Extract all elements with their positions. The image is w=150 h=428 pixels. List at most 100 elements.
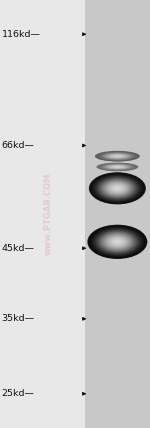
Ellipse shape xyxy=(113,166,122,168)
Ellipse shape xyxy=(108,236,127,247)
Ellipse shape xyxy=(93,175,142,202)
Ellipse shape xyxy=(115,187,120,190)
Ellipse shape xyxy=(94,175,141,202)
Ellipse shape xyxy=(115,187,120,190)
Ellipse shape xyxy=(116,241,119,243)
Ellipse shape xyxy=(112,185,123,192)
Text: 45kd—: 45kd— xyxy=(2,244,34,253)
Ellipse shape xyxy=(91,227,144,257)
Ellipse shape xyxy=(89,172,146,205)
Ellipse shape xyxy=(108,154,126,158)
Ellipse shape xyxy=(95,176,140,201)
Ellipse shape xyxy=(90,172,145,204)
Ellipse shape xyxy=(93,228,141,256)
Ellipse shape xyxy=(103,180,132,196)
Ellipse shape xyxy=(105,235,129,249)
Ellipse shape xyxy=(100,179,135,198)
Ellipse shape xyxy=(109,165,126,169)
Ellipse shape xyxy=(90,173,144,204)
Ellipse shape xyxy=(102,164,133,170)
Ellipse shape xyxy=(110,155,125,158)
Ellipse shape xyxy=(107,236,128,248)
Ellipse shape xyxy=(92,174,143,203)
Ellipse shape xyxy=(114,186,121,190)
Text: www.PTGAB.COM: www.PTGAB.COM xyxy=(44,173,52,255)
Ellipse shape xyxy=(95,229,140,255)
Ellipse shape xyxy=(113,239,122,244)
Ellipse shape xyxy=(89,226,146,258)
Ellipse shape xyxy=(103,234,132,250)
Ellipse shape xyxy=(100,178,135,198)
Ellipse shape xyxy=(111,185,124,192)
Ellipse shape xyxy=(107,154,128,159)
Ellipse shape xyxy=(96,230,138,254)
Ellipse shape xyxy=(104,181,131,196)
Ellipse shape xyxy=(110,166,124,168)
Ellipse shape xyxy=(102,233,132,250)
Ellipse shape xyxy=(98,152,137,161)
Ellipse shape xyxy=(111,238,124,246)
Ellipse shape xyxy=(98,163,137,171)
Ellipse shape xyxy=(114,240,120,244)
Ellipse shape xyxy=(108,183,127,193)
Ellipse shape xyxy=(91,173,144,203)
Ellipse shape xyxy=(99,231,136,253)
Ellipse shape xyxy=(101,163,134,170)
Ellipse shape xyxy=(97,177,138,200)
Ellipse shape xyxy=(99,178,136,199)
Ellipse shape xyxy=(108,165,127,169)
Ellipse shape xyxy=(98,177,137,199)
Text: 116kd—: 116kd— xyxy=(2,30,40,39)
Ellipse shape xyxy=(106,165,129,169)
Ellipse shape xyxy=(98,178,137,199)
Ellipse shape xyxy=(92,227,143,256)
Ellipse shape xyxy=(105,181,130,196)
Ellipse shape xyxy=(87,225,147,259)
Ellipse shape xyxy=(115,241,120,243)
Ellipse shape xyxy=(96,176,139,200)
Ellipse shape xyxy=(110,238,125,246)
Ellipse shape xyxy=(101,179,134,198)
Ellipse shape xyxy=(98,231,137,253)
Ellipse shape xyxy=(102,233,133,251)
Ellipse shape xyxy=(95,151,140,162)
Ellipse shape xyxy=(107,183,127,194)
Ellipse shape xyxy=(108,237,126,247)
Ellipse shape xyxy=(88,225,147,259)
Ellipse shape xyxy=(113,186,122,191)
Ellipse shape xyxy=(116,187,119,189)
Ellipse shape xyxy=(112,166,123,168)
Ellipse shape xyxy=(105,164,130,169)
Ellipse shape xyxy=(102,153,132,160)
Ellipse shape xyxy=(117,241,118,242)
Ellipse shape xyxy=(96,163,138,171)
Ellipse shape xyxy=(99,232,135,252)
Text: 25kd—: 25kd— xyxy=(2,389,34,398)
Ellipse shape xyxy=(96,229,139,254)
Ellipse shape xyxy=(117,188,118,189)
Ellipse shape xyxy=(105,235,130,249)
Ellipse shape xyxy=(92,174,142,202)
Ellipse shape xyxy=(93,228,142,256)
Ellipse shape xyxy=(99,163,136,171)
Ellipse shape xyxy=(111,155,123,158)
Ellipse shape xyxy=(103,164,131,170)
Ellipse shape xyxy=(104,234,131,250)
Ellipse shape xyxy=(102,179,133,197)
Ellipse shape xyxy=(94,175,140,201)
Ellipse shape xyxy=(101,232,134,251)
Ellipse shape xyxy=(106,182,129,195)
Text: 35kd—: 35kd— xyxy=(2,314,35,324)
Ellipse shape xyxy=(110,184,125,193)
Ellipse shape xyxy=(96,151,138,161)
Ellipse shape xyxy=(105,181,129,195)
Ellipse shape xyxy=(90,226,144,257)
Ellipse shape xyxy=(112,185,122,191)
Ellipse shape xyxy=(113,155,122,157)
Ellipse shape xyxy=(114,155,120,157)
Ellipse shape xyxy=(116,166,119,167)
Text: 66kd—: 66kd— xyxy=(2,141,34,150)
Ellipse shape xyxy=(109,237,126,247)
Ellipse shape xyxy=(114,240,121,244)
Bar xyxy=(85,0,150,428)
